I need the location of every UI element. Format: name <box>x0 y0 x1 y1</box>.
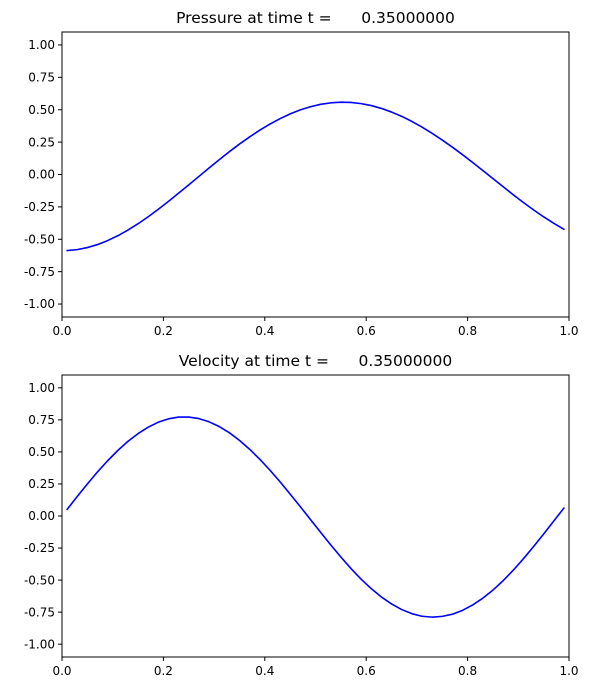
y-tick-label: 0.00 <box>28 509 55 523</box>
y-tick-label: -0.25 <box>24 541 55 555</box>
y-tick-label: -0.75 <box>24 265 55 279</box>
y-tick-label: -1.00 <box>24 637 55 651</box>
y-tick-label: -1.00 <box>24 297 55 311</box>
x-tick-label: 0.8 <box>458 324 477 338</box>
x-tick-label: 0.6 <box>357 324 376 338</box>
y-axis: -1.00 -0.75 -0.50 -0.25 0.00 0.25 0.50 0.75 1.00 <box>24 381 62 651</box>
x-axis: 0.0 0.2 0.4 0.6 0.8 1.0 <box>52 657 579 678</box>
x-tick-label: 0.4 <box>255 324 274 338</box>
velocity-line <box>66 416 565 618</box>
y-tick-label: 0.75 <box>28 413 55 427</box>
x-tick-label: 0.2 <box>154 324 173 338</box>
x-tick-label: 1.0 <box>559 664 578 678</box>
plot-frame <box>61 374 570 658</box>
velocity-plot: Velocity at time t = 0.35000000 -1.00 -0.… <box>24 352 579 678</box>
y-tick-label: 0.00 <box>28 168 55 182</box>
pressure-plot: Pressure at time t = 0.35000000 -1.00 -0.… <box>24 9 579 338</box>
y-tick-label: 1.00 <box>28 38 55 52</box>
y-tick-label: -0.25 <box>24 200 55 214</box>
chart-title: Velocity at time t = 0.35000000 <box>179 352 452 370</box>
x-axis: 0.0 0.2 0.4 0.6 0.8 1.0 <box>52 317 579 338</box>
y-tick-label: 0.25 <box>28 135 55 149</box>
chart-title: Pressure at time t = 0.35000000 <box>176 9 455 27</box>
x-tick-label: 0.6 <box>357 664 376 678</box>
plot-frame <box>61 31 570 318</box>
x-tick-label: 1.0 <box>559 324 578 338</box>
x-tick-label: 0.0 <box>52 324 71 338</box>
y-axis: -1.00 -0.75 -0.50 -0.25 0.00 0.25 0.50 0.75 1.00 <box>24 38 62 311</box>
y-tick-label: -0.50 <box>24 232 55 246</box>
y-tick-label: 0.50 <box>28 445 55 459</box>
y-tick-label: 1.00 <box>28 381 55 395</box>
y-tick-label: 0.75 <box>28 71 55 85</box>
pressure-line <box>66 101 565 252</box>
x-tick-label: 0.0 <box>52 664 71 678</box>
x-tick-label: 0.4 <box>255 664 274 678</box>
y-tick-label: 0.25 <box>28 477 55 491</box>
x-tick-label: 0.2 <box>154 664 173 678</box>
y-tick-label: -0.50 <box>24 573 55 587</box>
x-tick-label: 0.8 <box>458 664 477 678</box>
y-tick-label: -0.75 <box>24 605 55 619</box>
y-tick-label: 0.50 <box>28 103 55 117</box>
